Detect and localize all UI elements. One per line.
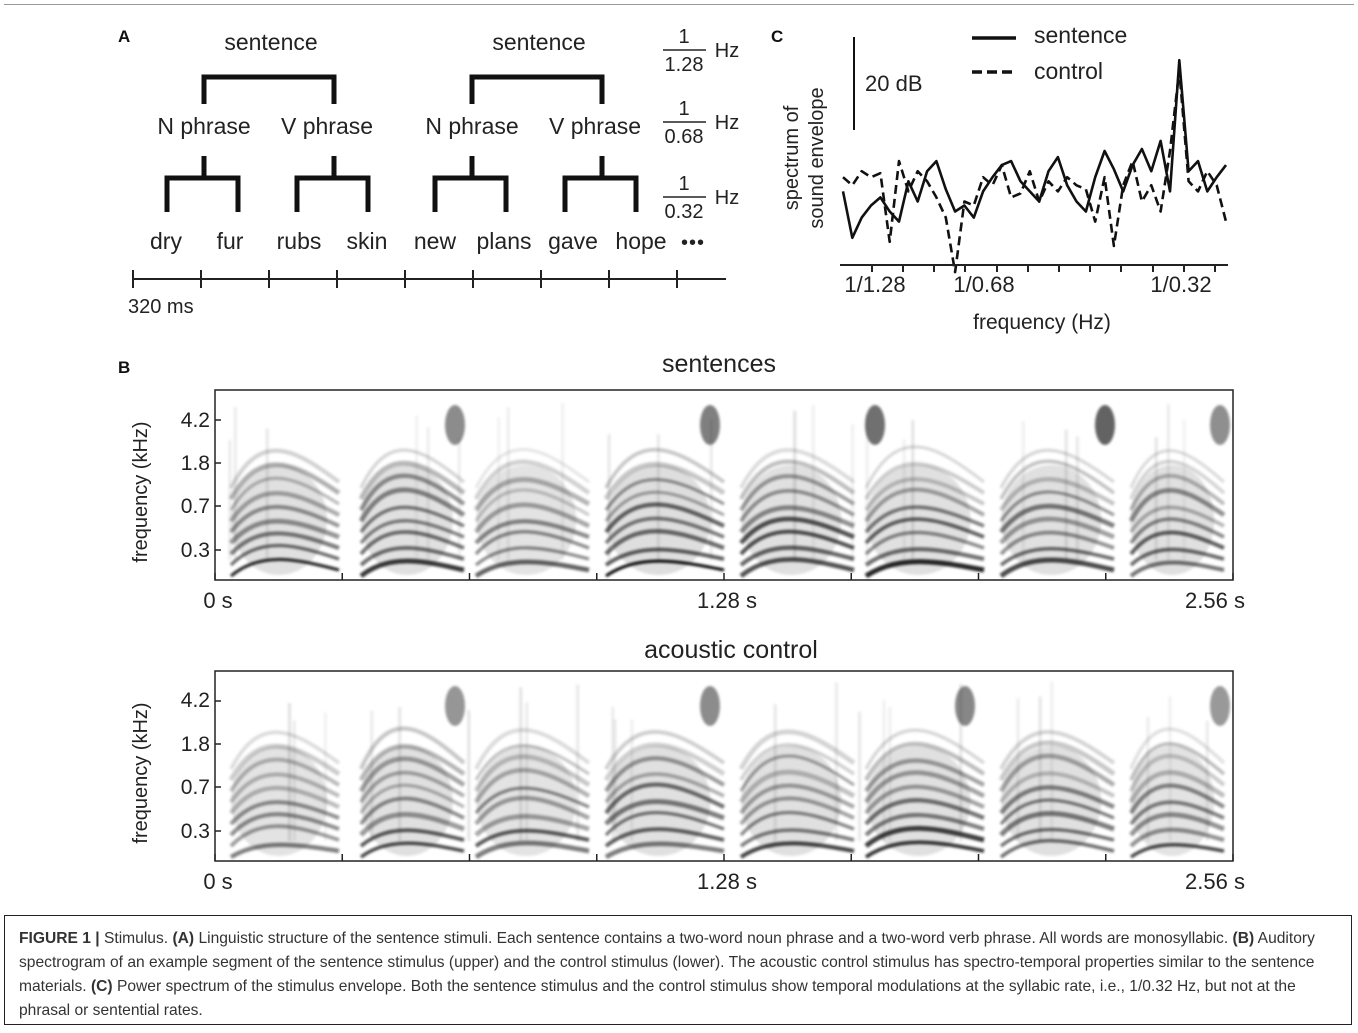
- spectrogram-ylabel-lower: frequency (kHz): [130, 702, 152, 843]
- figure-caption: FIGURE 1 | Stimulus. (A) Linguistic stru…: [4, 915, 1352, 1025]
- ytick-lower-3: 0.7: [181, 776, 210, 799]
- word-5: new: [414, 228, 457, 254]
- spectrogram-title-sentences: sentences: [662, 350, 776, 378]
- figure-canvas: A sentence sentence N phrase V phrase N …: [118, 22, 1245, 894]
- xtick-lower-1: 0 s: [203, 869, 232, 894]
- rate-1-num: 1: [678, 26, 689, 48]
- caption-a-text: Linguistic structure of the sentence sti…: [198, 930, 1229, 947]
- spectrogram-ylabel-upper: frequency (kHz): [130, 421, 152, 562]
- rate-2-den: 0.68: [665, 126, 704, 148]
- word-6: plans: [477, 228, 532, 254]
- spectrogram-image: [228, 681, 1230, 860]
- sentence-label-2: sentence: [492, 29, 585, 55]
- ytick-lower-2: 1.8: [181, 733, 210, 756]
- panel-c-xlabel: frequency (Hz): [973, 311, 1111, 334]
- panel-c-ylabel-1: spectrum of: [781, 105, 803, 210]
- ytick-upper-2: 1.8: [181, 452, 210, 475]
- xtick-lower-3: 2.56 s: [1185, 869, 1245, 894]
- sentence-label-1: sentence: [224, 29, 317, 55]
- ytick-lower-4: 0.3: [181, 820, 210, 843]
- ytick-upper-3: 0.7: [181, 495, 210, 518]
- word-7: gave: [548, 228, 598, 254]
- ytick-lower-1: 4.2: [181, 689, 210, 712]
- caption-c-text: Power spectrum of the stimulus envelope.…: [19, 978, 1296, 1019]
- xtick-upper-1: 0 s: [203, 588, 232, 613]
- rate-1-den: 1.28: [665, 54, 704, 76]
- word-4: skin: [347, 228, 388, 254]
- phrase-label-3: N phrase: [425, 113, 518, 139]
- legend-sentence-label: sentence: [1034, 22, 1127, 48]
- panel-c-xticks: [871, 265, 1216, 272]
- legend-control-label: control: [1034, 58, 1103, 84]
- spectrogram-sentences: [214, 389, 1234, 581]
- spectrogram-control: [214, 670, 1234, 862]
- phrase-brackets: [164, 156, 639, 212]
- panel-c-ylabel-2: sound envelope: [806, 87, 828, 228]
- caption-b-text: Auditory spectrogram of an example segme…: [19, 930, 1315, 995]
- figure-frame: [4, 4, 1354, 906]
- ellipsis: •••: [681, 232, 705, 254]
- timeline-label: 320 ms: [128, 296, 194, 318]
- rate-2-num: 1: [678, 98, 689, 120]
- rate-3-num: 1: [678, 173, 689, 195]
- word-8: hope: [615, 228, 666, 254]
- sentence-brackets: [201, 74, 605, 104]
- spectrum-plot: [841, 58, 1228, 274]
- word-1: dry: [150, 228, 182, 254]
- xtick-lower-2: 1.28 s: [697, 869, 757, 894]
- phrase-label-1: N phrase: [157, 113, 250, 139]
- panel-b-label: B: [118, 358, 130, 377]
- ytick-upper-1: 4.2: [181, 409, 210, 432]
- panel-c: C spectrum of sound envelope 20 dB sente…: [771, 22, 1228, 334]
- panel-c-xtick-3: 1/0.32: [1150, 272, 1211, 297]
- panel-b: B sentences acoustic control frequency (…: [118, 350, 1245, 894]
- xtick-upper-3: 2.56 s: [1185, 588, 1245, 613]
- panel-c-label: C: [771, 27, 783, 46]
- word-3: rubs: [277, 228, 322, 254]
- caption-title: Stimulus.: [103, 930, 169, 947]
- ytick-upper-4: 0.3: [181, 539, 210, 562]
- scale-bar-label: 20 dB: [865, 71, 923, 96]
- word-2: fur: [217, 228, 244, 254]
- rate-3-unit: Hz: [715, 187, 739, 209]
- caption-b-tag: (B): [1232, 930, 1255, 947]
- xtick-upper-2: 1.28 s: [697, 588, 757, 613]
- caption-c-tag: (C): [90, 978, 113, 995]
- panel-a: A sentence sentence N phrase V phrase N …: [118, 26, 739, 318]
- panel-c-xtick-2: 1/0.68: [953, 272, 1014, 297]
- rate-2-unit: Hz: [715, 112, 739, 134]
- rate-1-unit: Hz: [715, 40, 739, 62]
- phrase-label-2: V phrase: [281, 113, 373, 139]
- panel-c-xtick-1: 1/1.28: [844, 272, 905, 297]
- spectrogram-image: [228, 403, 1230, 579]
- panel-a-label: A: [118, 27, 130, 46]
- caption-a-tag: (A): [172, 930, 195, 947]
- caption-fig-label: FIGURE 1 |: [19, 930, 100, 947]
- spectrogram-title-control: acoustic control: [644, 636, 818, 664]
- phrase-label-4: V phrase: [549, 113, 641, 139]
- timeline-axis: [132, 270, 726, 288]
- series-line-control: [842, 69, 1228, 274]
- rate-labels: 1 1.28 Hz 1 0.68 Hz 1 0.32 Hz: [663, 26, 739, 223]
- rate-3-den: 0.32: [665, 201, 704, 223]
